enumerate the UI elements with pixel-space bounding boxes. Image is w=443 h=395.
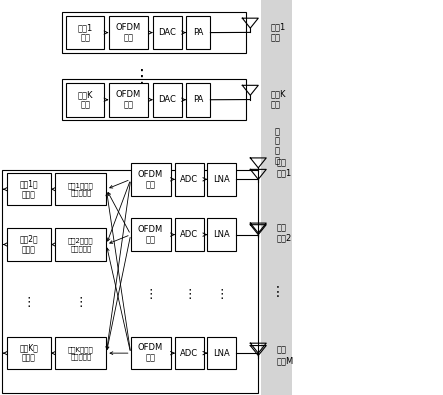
Text: DAC: DAC xyxy=(158,28,176,37)
Text: ⋮: ⋮ xyxy=(144,288,157,301)
Bar xyxy=(186,16,210,49)
Text: ⋮: ⋮ xyxy=(270,285,284,299)
Bar xyxy=(2,170,258,393)
Text: PA: PA xyxy=(193,28,203,37)
Text: OFDM
解调: OFDM 解调 xyxy=(138,343,163,363)
Text: 卫星
天线M: 卫星 天线M xyxy=(277,346,294,365)
Text: 用户2频
域处理: 用户2频 域处理 xyxy=(19,235,38,254)
Bar xyxy=(175,218,204,251)
Text: 卫星
天线1: 卫星 天线1 xyxy=(277,158,292,178)
Text: LNA: LNA xyxy=(214,230,230,239)
Text: 用户1
导频: 用户1 导频 xyxy=(78,23,93,42)
Text: 用户K逐子载
波空域处理: 用户K逐子载 波空域处理 xyxy=(68,346,94,360)
Bar xyxy=(109,83,148,117)
Bar xyxy=(131,218,171,251)
Bar xyxy=(7,228,51,261)
Text: ADC: ADC xyxy=(180,175,198,184)
Bar xyxy=(153,16,182,49)
Text: 用户K
天线: 用户K 天线 xyxy=(270,90,286,109)
Text: ADC: ADC xyxy=(180,349,198,357)
Text: ⋮: ⋮ xyxy=(75,296,87,308)
Bar xyxy=(207,337,236,369)
Text: 用户K
导频: 用户K 导频 xyxy=(78,90,93,109)
Text: PA: PA xyxy=(193,95,203,104)
Text: 用户1频
域处理: 用户1频 域处理 xyxy=(19,179,38,199)
Bar xyxy=(7,173,51,205)
Bar xyxy=(66,16,104,49)
Text: ⋮: ⋮ xyxy=(183,288,196,301)
Text: OFDM
调制: OFDM 调制 xyxy=(116,23,141,42)
Text: ⋮: ⋮ xyxy=(23,296,35,308)
Bar xyxy=(62,12,246,53)
Bar xyxy=(62,79,246,120)
Text: 用户2逐子载
波空域处理: 用户2逐子载 波空域处理 xyxy=(68,237,93,252)
Text: 用户K频
域处理: 用户K频 域处理 xyxy=(19,343,38,363)
Text: DAC: DAC xyxy=(158,95,176,104)
Text: OFDM
解调: OFDM 解调 xyxy=(138,169,163,189)
Text: OFDM
解调: OFDM 解调 xyxy=(138,225,163,245)
Bar xyxy=(66,83,104,117)
Text: ⋮: ⋮ xyxy=(133,68,151,86)
Bar xyxy=(207,163,236,196)
Bar xyxy=(175,337,204,369)
Bar xyxy=(55,173,106,205)
Bar xyxy=(207,218,236,251)
Text: LNA: LNA xyxy=(214,175,230,184)
Bar xyxy=(175,163,204,196)
Bar xyxy=(261,0,292,395)
Bar xyxy=(153,83,182,117)
Bar xyxy=(109,16,148,49)
Bar xyxy=(131,337,171,369)
Text: 卫星
天线2: 卫星 天线2 xyxy=(277,223,292,243)
Text: 卫
星
信
道: 卫 星 信 道 xyxy=(275,127,280,165)
Text: 用户1逐子载
波空域处理: 用户1逐子载 波空域处理 xyxy=(68,182,94,196)
Text: ⋮: ⋮ xyxy=(216,288,228,301)
Bar xyxy=(7,337,51,369)
Text: LNA: LNA xyxy=(214,349,230,357)
Bar xyxy=(186,83,210,117)
Bar xyxy=(55,337,106,369)
Bar xyxy=(131,163,171,196)
Text: ADC: ADC xyxy=(180,230,198,239)
Bar xyxy=(55,228,106,261)
Text: 用户1
天线: 用户1 天线 xyxy=(270,23,285,42)
Text: OFDM
调制: OFDM 调制 xyxy=(116,90,141,109)
